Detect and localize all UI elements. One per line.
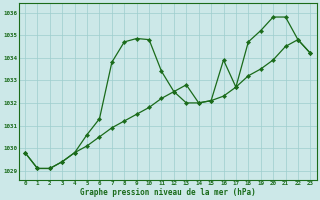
X-axis label: Graphe pression niveau de la mer (hPa): Graphe pression niveau de la mer (hPa) [80,188,256,197]
